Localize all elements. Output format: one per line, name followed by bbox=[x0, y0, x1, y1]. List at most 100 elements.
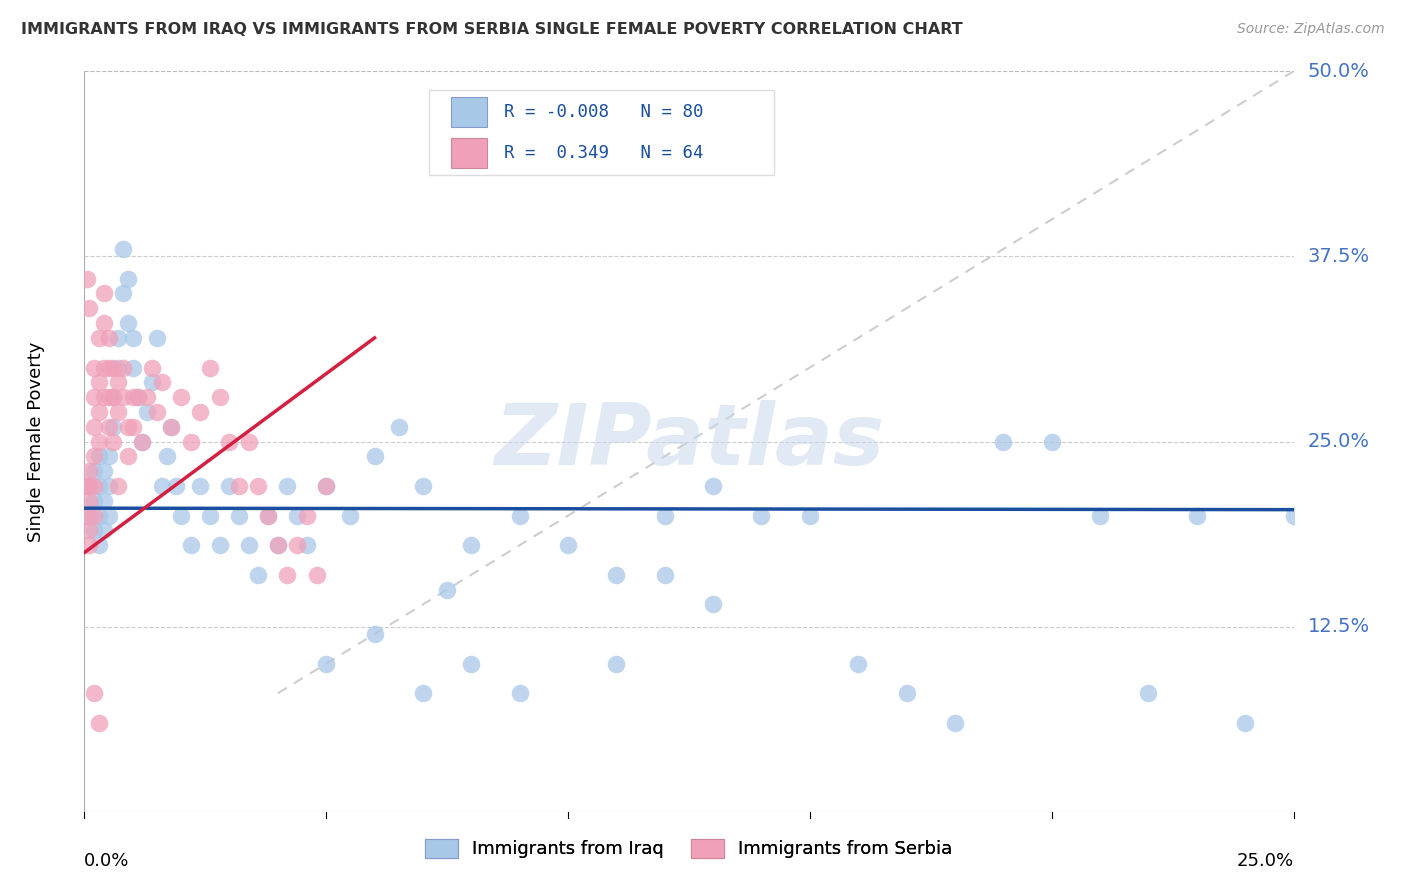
Text: R = -0.008   N = 80: R = -0.008 N = 80 bbox=[503, 103, 703, 121]
Point bbox=[267, 538, 290, 552]
Point bbox=[97, 479, 120, 493]
Point bbox=[436, 582, 458, 597]
Point bbox=[121, 331, 143, 345]
Point bbox=[943, 715, 966, 730]
Point bbox=[77, 479, 100, 493]
Point bbox=[77, 479, 100, 493]
Point bbox=[228, 508, 250, 523]
Point bbox=[751, 508, 773, 523]
Point bbox=[799, 508, 821, 523]
Point bbox=[460, 538, 482, 552]
Point bbox=[267, 538, 290, 552]
Point bbox=[363, 450, 385, 464]
Point bbox=[1282, 508, 1305, 523]
Point bbox=[103, 419, 125, 434]
Point bbox=[276, 567, 298, 582]
Point bbox=[121, 390, 143, 404]
Point bbox=[76, 271, 98, 285]
Point bbox=[257, 508, 280, 523]
Point bbox=[1185, 508, 1208, 523]
Text: R =  0.349   N = 64: R = 0.349 N = 64 bbox=[503, 144, 703, 161]
Point bbox=[165, 479, 187, 493]
Point bbox=[190, 405, 212, 419]
Point bbox=[107, 479, 129, 493]
Point bbox=[97, 450, 120, 464]
Point bbox=[103, 390, 125, 404]
Point bbox=[87, 508, 110, 523]
Point bbox=[131, 434, 153, 449]
Point bbox=[412, 479, 434, 493]
Point bbox=[180, 434, 202, 449]
Point bbox=[1137, 686, 1160, 700]
Point bbox=[1088, 508, 1111, 523]
Point bbox=[146, 331, 169, 345]
Point bbox=[315, 479, 337, 493]
Point bbox=[315, 479, 337, 493]
Legend: Immigrants from Iraq, Immigrants from Serbia: Immigrants from Iraq, Immigrants from Se… bbox=[418, 832, 960, 865]
Point bbox=[103, 434, 125, 449]
Point bbox=[247, 479, 270, 493]
Point bbox=[136, 390, 159, 404]
Point bbox=[83, 479, 105, 493]
Point bbox=[77, 524, 100, 538]
Point bbox=[83, 464, 105, 478]
FancyBboxPatch shape bbox=[429, 90, 773, 175]
Point bbox=[654, 508, 676, 523]
Point bbox=[509, 508, 531, 523]
Point bbox=[87, 376, 110, 390]
Point bbox=[208, 390, 231, 404]
Point bbox=[83, 524, 105, 538]
Point bbox=[702, 479, 724, 493]
Point bbox=[83, 493, 105, 508]
Point bbox=[198, 508, 221, 523]
Point bbox=[218, 479, 240, 493]
Point bbox=[83, 360, 105, 375]
Point bbox=[605, 567, 627, 582]
Point bbox=[141, 360, 163, 375]
Point bbox=[160, 419, 183, 434]
Point bbox=[77, 493, 100, 508]
Text: 25.0%: 25.0% bbox=[1236, 853, 1294, 871]
Point bbox=[83, 450, 105, 464]
Point bbox=[117, 316, 139, 330]
Point bbox=[295, 538, 318, 552]
Point bbox=[285, 538, 308, 552]
Point bbox=[112, 242, 135, 256]
Point bbox=[218, 434, 240, 449]
Point bbox=[97, 360, 120, 375]
Point bbox=[127, 390, 149, 404]
Point bbox=[121, 360, 143, 375]
Point bbox=[257, 508, 280, 523]
Point bbox=[846, 657, 869, 671]
Point bbox=[141, 376, 163, 390]
Point bbox=[150, 376, 173, 390]
Text: 12.5%: 12.5% bbox=[1308, 617, 1369, 636]
Point bbox=[170, 508, 193, 523]
Text: 25.0%: 25.0% bbox=[1308, 432, 1369, 451]
Point bbox=[97, 390, 120, 404]
Point bbox=[117, 450, 139, 464]
Point bbox=[97, 331, 120, 345]
Point bbox=[170, 390, 193, 404]
Point bbox=[146, 405, 169, 419]
Text: ZIPatlas: ZIPatlas bbox=[494, 400, 884, 483]
Text: 50.0%: 50.0% bbox=[1308, 62, 1369, 81]
Point bbox=[83, 390, 105, 404]
Point bbox=[305, 567, 328, 582]
Point bbox=[238, 538, 260, 552]
Point bbox=[93, 360, 115, 375]
Point bbox=[97, 419, 120, 434]
Point bbox=[460, 657, 482, 671]
Point bbox=[136, 405, 159, 419]
Point bbox=[198, 360, 221, 375]
Bar bbox=[451, 97, 486, 127]
Text: 0.0%: 0.0% bbox=[84, 853, 129, 871]
Point bbox=[93, 524, 115, 538]
Point bbox=[107, 376, 129, 390]
Point bbox=[363, 627, 385, 641]
Text: 37.5%: 37.5% bbox=[1308, 247, 1369, 266]
Point bbox=[295, 508, 318, 523]
Point bbox=[107, 360, 129, 375]
Point bbox=[103, 390, 125, 404]
Point bbox=[77, 301, 100, 316]
